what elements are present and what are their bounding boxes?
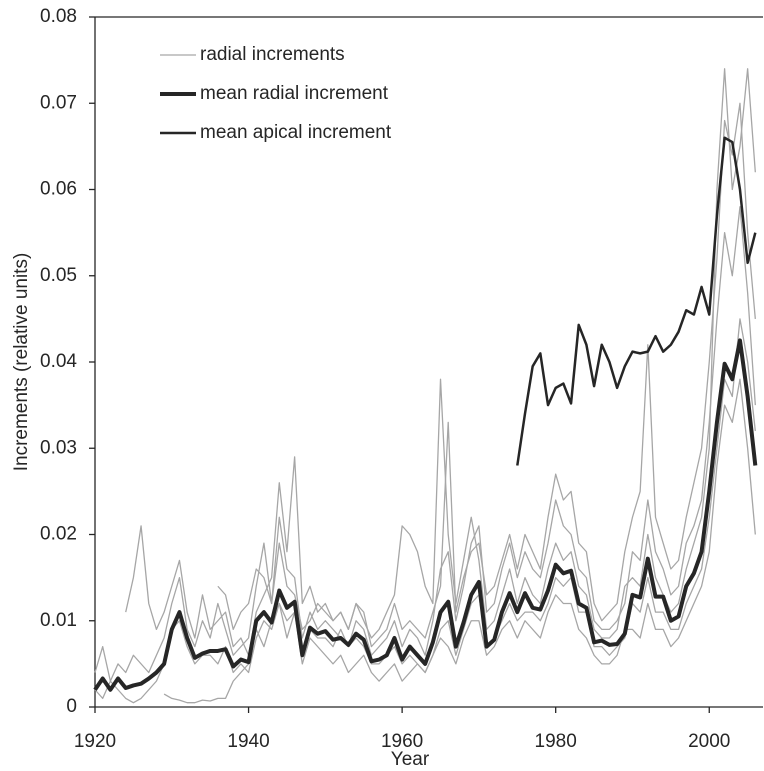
y-tick-label: 0.03 xyxy=(40,437,77,458)
x-tick-label: 1960 xyxy=(381,731,423,752)
series-line xyxy=(125,68,756,656)
y-tick-label: 0.07 xyxy=(40,92,77,113)
legend-label: mean radial increment xyxy=(200,83,389,104)
x-tick-label: 2000 xyxy=(688,731,730,752)
series-line xyxy=(217,102,756,648)
series-line xyxy=(94,206,756,682)
y-axis-label: Increments (relative units) xyxy=(11,253,32,472)
series-line xyxy=(93,338,758,692)
x-tick-label: 1920 xyxy=(74,731,116,752)
y-tick-label: 0 xyxy=(66,696,77,717)
y-tick-label: 0.02 xyxy=(40,524,77,545)
series-line xyxy=(94,318,756,704)
x-axis-label: Year xyxy=(391,749,430,770)
x-tick-label: 1940 xyxy=(227,731,269,752)
series-line xyxy=(516,136,757,466)
legend-label: mean apical increment xyxy=(200,122,392,143)
y-tick-label: 0.04 xyxy=(40,351,77,372)
y-tick-label: 0.05 xyxy=(40,265,77,286)
y-tick-label: 0.08 xyxy=(40,6,77,27)
y-tick-label: 0.01 xyxy=(40,610,77,631)
legend-label: radial increments xyxy=(200,44,345,65)
y-tick-label: 0.06 xyxy=(40,179,77,200)
x-tick-label: 1980 xyxy=(535,731,577,752)
series-line xyxy=(163,378,756,704)
